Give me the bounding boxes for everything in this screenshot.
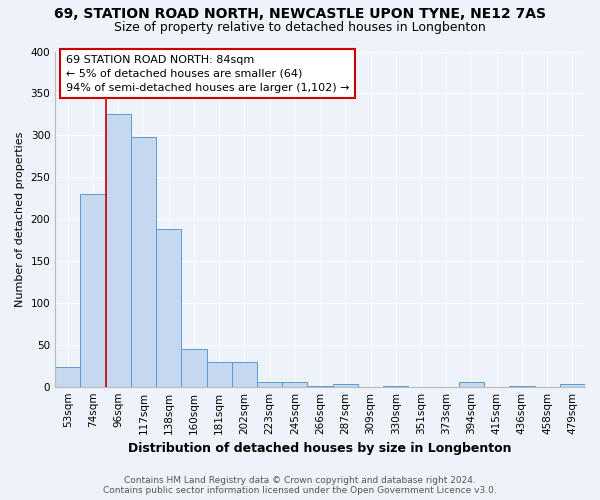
Bar bbox=[282, 382, 307, 386]
Text: Contains HM Land Registry data © Crown copyright and database right 2024.
Contai: Contains HM Land Registry data © Crown c… bbox=[103, 476, 497, 495]
Bar bbox=[332, 384, 358, 386]
Bar bbox=[80, 194, 106, 386]
Bar bbox=[106, 114, 131, 386]
Bar bbox=[131, 137, 156, 386]
Text: Size of property relative to detached houses in Longbenton: Size of property relative to detached ho… bbox=[114, 21, 486, 34]
X-axis label: Distribution of detached houses by size in Longbenton: Distribution of detached houses by size … bbox=[128, 442, 512, 455]
Text: 69, STATION ROAD NORTH, NEWCASTLE UPON TYNE, NE12 7AS: 69, STATION ROAD NORTH, NEWCASTLE UPON T… bbox=[54, 8, 546, 22]
Bar bbox=[560, 384, 585, 386]
Y-axis label: Number of detached properties: Number of detached properties bbox=[15, 132, 25, 307]
Bar bbox=[55, 366, 80, 386]
Bar bbox=[257, 382, 282, 386]
Bar bbox=[181, 349, 206, 387]
Bar bbox=[459, 382, 484, 386]
Bar bbox=[206, 362, 232, 386]
Bar bbox=[156, 229, 181, 386]
Text: 69 STATION ROAD NORTH: 84sqm
← 5% of detached houses are smaller (64)
94% of sem: 69 STATION ROAD NORTH: 84sqm ← 5% of det… bbox=[66, 55, 349, 93]
Bar bbox=[232, 362, 257, 386]
